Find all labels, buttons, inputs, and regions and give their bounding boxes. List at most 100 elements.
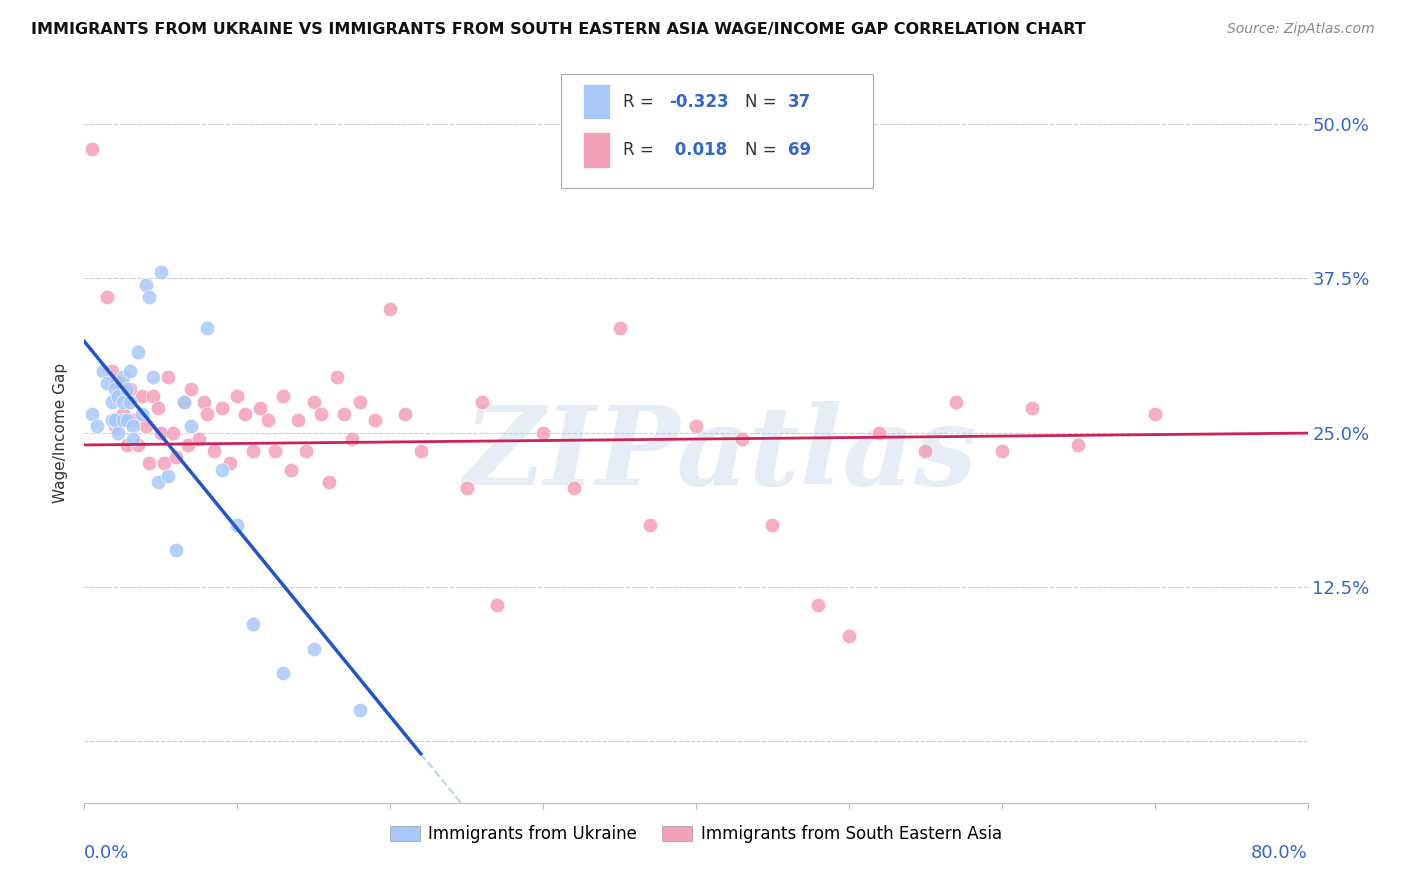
Text: N =: N =: [745, 141, 782, 159]
Point: [101, 364, 124, 378]
Point: [122, 419, 145, 434]
Point: [295, 444, 318, 458]
Point: [149, 265, 172, 279]
Point: [349, 703, 371, 717]
Point: [173, 394, 195, 409]
Point: [1021, 401, 1043, 415]
Point: [364, 413, 387, 427]
Point: [318, 475, 340, 489]
Point: [131, 389, 153, 403]
Point: [157, 468, 180, 483]
Point: [233, 407, 256, 421]
Point: [838, 629, 860, 643]
Point: [211, 401, 233, 415]
Point: [135, 419, 157, 434]
Point: [226, 518, 249, 533]
Point: [180, 383, 202, 397]
Point: [609, 320, 631, 334]
Point: [146, 475, 169, 489]
Legend: Immigrants from Ukraine, Immigrants from South Eastern Asia: Immigrants from Ukraine, Immigrants from…: [384, 819, 1008, 850]
Text: 37: 37: [787, 93, 811, 111]
Point: [165, 542, 187, 557]
Point: [471, 394, 494, 409]
Point: [869, 425, 891, 440]
Point: [162, 425, 184, 440]
Point: [127, 345, 149, 359]
Point: [131, 407, 153, 421]
Text: -0.323: -0.323: [669, 93, 728, 111]
Point: [218, 457, 240, 471]
Point: [120, 383, 142, 397]
Text: 69: 69: [787, 141, 811, 159]
Point: [107, 376, 129, 391]
Point: [165, 450, 187, 465]
Point: [122, 413, 145, 427]
Point: [1143, 407, 1166, 421]
Point: [380, 302, 402, 317]
Point: [211, 462, 233, 476]
Point: [120, 394, 142, 409]
Text: 0.018: 0.018: [669, 141, 727, 159]
Point: [807, 599, 830, 613]
Point: [325, 370, 347, 384]
Text: 80.0%: 80.0%: [1251, 844, 1308, 862]
Point: [122, 432, 145, 446]
Point: [202, 444, 225, 458]
Point: [80, 407, 103, 421]
Point: [135, 277, 157, 292]
Point: [264, 444, 287, 458]
Point: [86, 419, 108, 434]
Point: [153, 457, 176, 471]
Point: [115, 383, 138, 397]
Point: [195, 407, 218, 421]
Point: [311, 407, 333, 421]
Point: [257, 413, 280, 427]
Point: [96, 290, 118, 304]
FancyBboxPatch shape: [583, 132, 610, 168]
Point: [731, 432, 754, 446]
Point: [115, 438, 138, 452]
Point: [177, 438, 200, 452]
Text: R =: R =: [623, 141, 658, 159]
Point: [242, 616, 264, 631]
Point: [914, 444, 936, 458]
Point: [142, 370, 165, 384]
Point: [1067, 438, 1090, 452]
Point: [193, 394, 215, 409]
Point: [120, 364, 142, 378]
Point: [340, 432, 363, 446]
Point: [115, 413, 138, 427]
Point: [991, 444, 1014, 458]
Point: [226, 389, 249, 403]
Point: [96, 376, 118, 391]
Point: [456, 481, 478, 495]
Text: Source: ZipAtlas.com: Source: ZipAtlas.com: [1227, 22, 1375, 37]
Point: [333, 407, 356, 421]
Point: [91, 364, 114, 378]
Point: [249, 401, 271, 415]
Text: 0.0%: 0.0%: [84, 844, 129, 862]
Text: ZIPatlas: ZIPatlas: [464, 401, 977, 508]
Point: [287, 413, 309, 427]
Point: [173, 394, 195, 409]
Point: [280, 462, 302, 476]
Point: [188, 432, 211, 446]
Point: [111, 413, 134, 427]
Point: [127, 438, 149, 452]
Point: [107, 425, 129, 440]
Point: [409, 444, 432, 458]
Point: [242, 444, 264, 458]
Point: [111, 370, 134, 384]
Point: [146, 401, 169, 415]
Point: [138, 290, 160, 304]
Point: [945, 394, 967, 409]
Text: N =: N =: [745, 93, 782, 111]
Point: [486, 599, 509, 613]
Point: [149, 425, 172, 440]
Point: [531, 425, 554, 440]
Point: [302, 394, 325, 409]
Point: [180, 419, 202, 434]
Point: [80, 142, 103, 156]
Point: [638, 518, 661, 533]
Point: [761, 518, 783, 533]
